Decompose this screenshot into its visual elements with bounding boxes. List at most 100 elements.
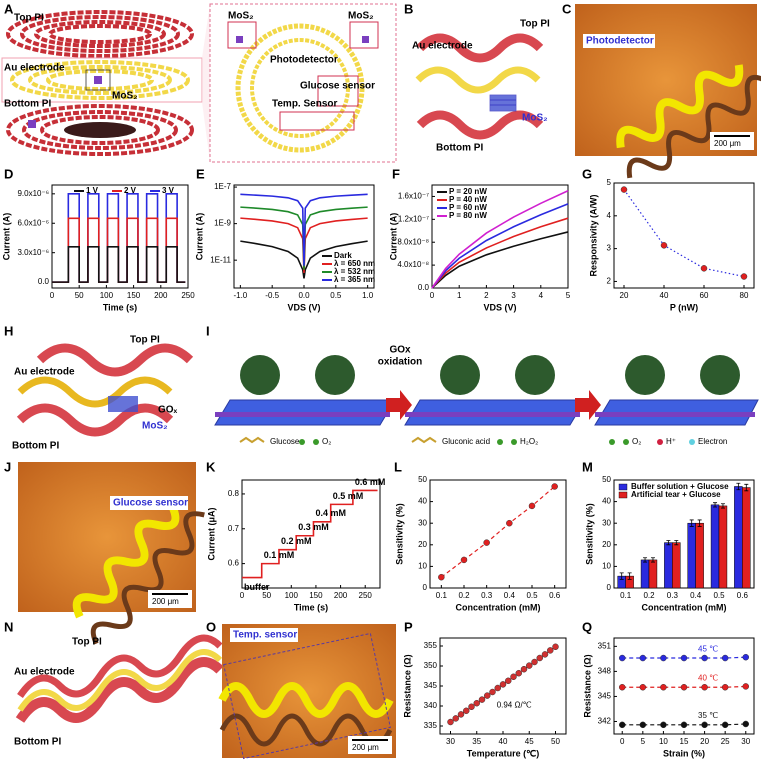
label: MoS₂ — [228, 11, 254, 22]
trace — [616, 64, 744, 149]
x-tick-label: 150 — [309, 591, 323, 600]
x-axis-label: Time (s) — [103, 302, 137, 312]
legend-label: P = 40 nW — [449, 195, 487, 204]
x-axis-label: Time (s) — [294, 602, 328, 612]
x-tick-label: 0.5 — [330, 291, 342, 300]
y-axis-label: Sensitivity (%) — [394, 503, 404, 565]
line — [431, 231, 569, 289]
label: Top PI — [130, 335, 160, 346]
panel-h: H Top PI Au electrode GOₓ MoS₂ Bottom PI — [4, 323, 194, 452]
x-tick-label: 45 — [525, 737, 534, 746]
y-tick-label: 4 — [607, 211, 612, 220]
y-tick-label: 1.2x10⁻⁷ — [398, 214, 429, 223]
y-tick-label: 40 — [418, 497, 427, 506]
error-bar — [650, 557, 655, 563]
bottom-pi — [15, 657, 224, 723]
line — [242, 489, 378, 579]
x-tick-label: 30 — [446, 737, 455, 746]
sensor-box — [223, 632, 391, 760]
point — [489, 688, 496, 696]
error-bar — [689, 519, 694, 527]
bar — [640, 559, 650, 589]
bar — [734, 486, 743, 589]
x-tick-label: 2 — [484, 291, 489, 300]
label: MoS₂ — [522, 113, 548, 124]
y-tick-label: 0.0 — [38, 277, 50, 286]
x-tick-label: 0 — [430, 291, 435, 300]
label: GOₓ — [158, 405, 178, 416]
x-tick-label: 5 — [641, 737, 646, 746]
panel-o: O Temp. sensor 200 μm — [206, 619, 396, 760]
panel-label: M — [582, 459, 593, 474]
legend-label: Gluconic acid — [442, 437, 490, 446]
x-tick-label: 0.4 — [504, 591, 516, 600]
bar — [710, 504, 720, 589]
y-tick-label: 351 — [598, 641, 612, 650]
bar — [718, 505, 728, 589]
label-bg — [110, 496, 188, 510]
step-label: 0.2 mM — [281, 536, 312, 546]
y-tick-label: 0.6 — [228, 559, 240, 568]
point — [494, 684, 501, 692]
line — [431, 203, 569, 289]
point — [551, 483, 558, 490]
point — [452, 715, 459, 722]
x-tick-label: 4 — [539, 291, 544, 300]
point — [618, 684, 626, 691]
panel-label: L — [394, 459, 402, 474]
x-tick-label: 50 — [75, 291, 84, 300]
point — [510, 673, 517, 681]
series-label: 45 ℃ — [698, 644, 718, 653]
x-tick-label: 0.0 — [298, 291, 310, 300]
error-bar — [674, 540, 679, 546]
point — [536, 654, 543, 662]
point — [618, 654, 626, 662]
charts: D0.03.0x10⁻⁶6.0x10⁻⁶9.0x10⁻⁶0 50 100 150 200… — [1, 166, 755, 758]
y-tick-label: 2 — [607, 277, 612, 286]
top-pi — [17, 634, 223, 699]
mos2-flake — [362, 36, 369, 43]
point — [457, 711, 465, 718]
point — [483, 539, 490, 546]
trace — [72, 504, 180, 619]
label: MoS₂ — [112, 91, 138, 102]
y-tick-label: 340 — [424, 701, 438, 710]
x-tick-label: 100 — [100, 291, 114, 300]
point — [460, 556, 468, 564]
point — [639, 721, 647, 729]
legend-label: P = 80 nW — [449, 211, 487, 220]
legend-label: H₂O₂ — [520, 437, 538, 446]
legend-label: Electron — [698, 437, 727, 446]
serpentine — [235, 23, 365, 153]
bottom-pi — [416, 110, 544, 140]
y-tick-label: 1E-11 — [210, 255, 231, 264]
top-pi — [36, 343, 194, 377]
y-tick-label: 8.0x10⁻⁸ — [397, 237, 429, 246]
x-tick-label: 50 — [551, 737, 560, 746]
x-tick-label: 0.2 — [643, 591, 655, 600]
y-tick-label: 30 — [418, 518, 427, 527]
x-tick-label: 0.1 — [436, 591, 448, 600]
annotation: 0.94 Ω/℃ — [497, 700, 532, 709]
point — [499, 681, 507, 688]
label: Au electrode — [412, 41, 473, 52]
y-axis-label: Current (A) — [194, 213, 204, 261]
x-tick-label: 15 — [680, 737, 689, 746]
step-label: 0.4 mM — [315, 508, 346, 518]
x-axis-label: Concentration (mM) — [642, 602, 727, 612]
x-tick-label: 0 — [240, 591, 245, 600]
panel-label: F — [392, 166, 400, 181]
x-tick-label: 40 — [499, 737, 508, 746]
top-pi-layer — [6, 10, 194, 58]
point — [680, 721, 688, 729]
x-tick-label: 200 — [334, 591, 348, 600]
label: Bottom PI — [436, 143, 483, 154]
mos2-flake — [94, 76, 102, 84]
x-tick-label: 0 — [50, 291, 55, 300]
panel-label: K — [206, 459, 216, 474]
panel-label: B — [404, 1, 413, 16]
y-tick-label: 30 — [602, 518, 611, 527]
y-axis-label: Resistance (Ω) — [402, 654, 412, 717]
y-axis-label: Responsivity (A/W) — [588, 194, 598, 276]
